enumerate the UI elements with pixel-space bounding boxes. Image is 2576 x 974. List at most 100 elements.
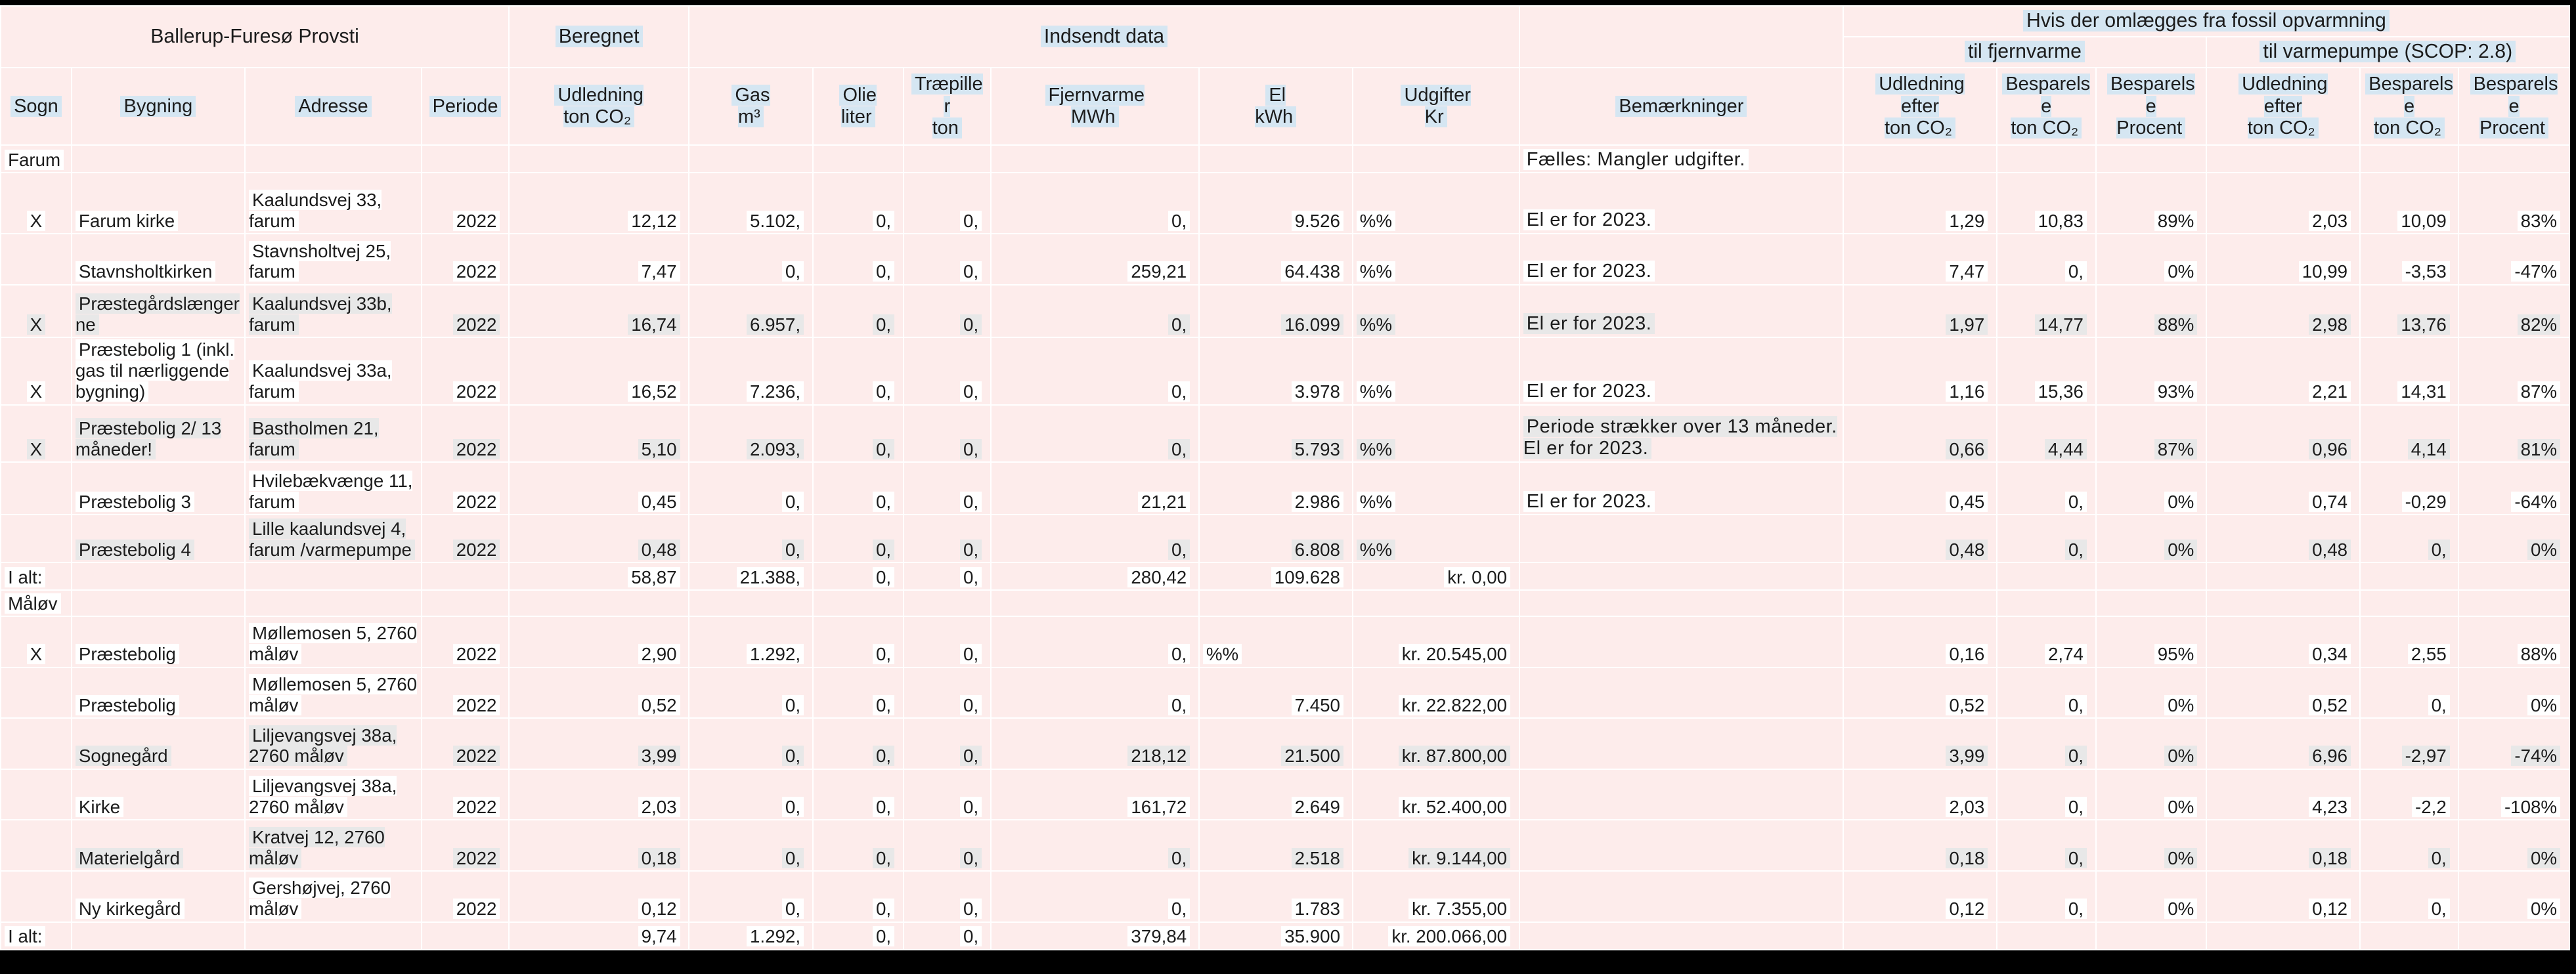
cell: 0, bbox=[813, 337, 903, 404]
cell bbox=[1, 820, 71, 870]
cell: 109.628 bbox=[1199, 562, 1352, 590]
cell-text: 0, bbox=[2064, 261, 2087, 282]
cell: 2022 bbox=[422, 667, 509, 718]
cell bbox=[904, 591, 990, 616]
cell: 0, bbox=[904, 871, 990, 921]
cell: 0, bbox=[991, 285, 1198, 337]
cell-text: 2022 bbox=[452, 694, 500, 715]
cell: %% bbox=[1353, 234, 1519, 284]
cell: 0, bbox=[689, 769, 812, 820]
cell: 0, bbox=[991, 820, 1198, 870]
cell: 218,12 bbox=[991, 719, 1198, 769]
cell bbox=[2360, 146, 2458, 173]
cell bbox=[2459, 591, 2569, 616]
cell: 6.957, bbox=[689, 285, 812, 337]
cell: 0,12 bbox=[2206, 871, 2359, 921]
cell: Bastholmen 21, farum bbox=[245, 405, 422, 462]
cell: 0, bbox=[1997, 515, 2095, 562]
cell-text: 0, bbox=[1168, 539, 1190, 560]
cell: %% bbox=[1353, 405, 1519, 462]
cell bbox=[510, 146, 689, 173]
cell-text: 280,42 bbox=[1127, 566, 1190, 587]
cell: kr. 0,00 bbox=[1353, 562, 1519, 590]
cell-text: 0% bbox=[2164, 261, 2198, 282]
cell-text: 0, bbox=[872, 847, 895, 868]
cell-text: %% bbox=[1356, 210, 1395, 231]
cell: kr. 87.800,00 bbox=[1353, 719, 1519, 769]
cell: 0, bbox=[1997, 871, 2095, 921]
cell: 0,96 bbox=[2206, 405, 2359, 462]
cell: Præstebolig 2/ 13 måneder! bbox=[72, 405, 244, 462]
total-row: I alt: 9,74 1.292, 0, 0, 379,84 35.900 kr. 200.… bbox=[1, 922, 2569, 949]
cell: 0, bbox=[904, 234, 990, 284]
cell-text: %% bbox=[1356, 261, 1395, 282]
cell: El er for 2023. bbox=[1519, 173, 1843, 234]
table-row: X Præstebolig 1 (inkl. gas til nærliggend… bbox=[1, 337, 2569, 404]
cell-text: 2,98 bbox=[2309, 314, 2351, 335]
band-row-top: Ballerup-Furesø Provsti Beregnet Indsend… bbox=[1, 6, 2569, 68]
cell: 0, bbox=[904, 173, 990, 234]
cell: Lille kaalundsvej 4, farum /varmepumpe bbox=[245, 515, 422, 562]
cell-text: 0, bbox=[960, 899, 982, 920]
cell bbox=[813, 146, 903, 173]
cell bbox=[1844, 922, 1996, 949]
cell: 0, bbox=[904, 719, 990, 769]
cell: 0, bbox=[813, 719, 903, 769]
cell: 0, bbox=[813, 405, 903, 462]
cell-text: kr. 52.400,00 bbox=[1398, 796, 1511, 817]
cell: 0, bbox=[813, 871, 903, 921]
col-header-fv-besparelse-ton: Besparels e ton CO₂ bbox=[1997, 68, 2095, 145]
cell-text: 0, bbox=[872, 899, 895, 920]
cell-text: 0, bbox=[872, 261, 895, 282]
cell: 0, bbox=[991, 405, 1198, 462]
cell: 0, bbox=[813, 234, 903, 284]
cell-text: 2.649 bbox=[1291, 796, 1344, 817]
cell-text: 5.102, bbox=[746, 210, 804, 231]
cell-text: 0, bbox=[2064, 899, 2087, 920]
cell-text: 93% bbox=[2154, 381, 2198, 402]
cell-text: 16,74 bbox=[628, 314, 680, 335]
cell-text: 0, bbox=[872, 438, 895, 459]
cell: Liljevangsvej 38a, 2760 måløv bbox=[245, 719, 422, 769]
cell: Sognegård bbox=[72, 719, 244, 769]
cell-text: Møllemosen 5, 2760 måløv bbox=[248, 673, 418, 715]
cell-text: Liljevangsvej 38a, 2760 måløv bbox=[248, 776, 397, 817]
cell-text: Bastholmen 21, farum bbox=[248, 417, 379, 459]
cell-text: %% bbox=[1356, 438, 1395, 459]
cell bbox=[1519, 667, 1843, 718]
cell: Materielgård bbox=[72, 820, 244, 870]
cell: 0% bbox=[2459, 667, 2569, 718]
cell: 0,34 bbox=[2206, 617, 2359, 667]
cell-text: 0, bbox=[872, 694, 895, 715]
cell: 0, bbox=[813, 285, 903, 337]
col-header-udledning: Udledning ton CO₂ bbox=[510, 68, 689, 145]
cell-text: -2,97 bbox=[2401, 746, 2450, 767]
cell-text: 2022 bbox=[452, 539, 500, 560]
cell bbox=[2459, 922, 2569, 949]
col-header-vp-besparelse-procent: Besparels e Procent bbox=[2459, 68, 2569, 145]
cell: 2,55 bbox=[2360, 617, 2458, 667]
cell: X bbox=[1, 405, 71, 462]
cell: 0, bbox=[813, 463, 903, 515]
cell bbox=[2459, 562, 2569, 590]
cell: Farum kirke bbox=[72, 173, 244, 234]
cell-text: 7,47 bbox=[1946, 261, 1988, 282]
cell bbox=[1519, 871, 1843, 921]
cell: kr. 200.066,00 bbox=[1353, 922, 1519, 949]
cell-text: 6,96 bbox=[2309, 746, 2351, 767]
cell: 95% bbox=[2096, 617, 2206, 667]
cell: Hvilebækvænge 11, farum bbox=[245, 463, 422, 515]
cell: 0, bbox=[813, 617, 903, 667]
cell: 0,52 bbox=[1844, 667, 1996, 718]
cell: 0, bbox=[1997, 719, 2095, 769]
cell: Præstebolig bbox=[72, 617, 244, 667]
cell: 21,21 bbox=[991, 463, 1198, 515]
cell-text: 0, bbox=[2064, 694, 2087, 715]
group-header-omlaegning: Hvis der omlægges fra fossil opvarmning bbox=[1844, 6, 2569, 36]
cell-text: 0, bbox=[872, 210, 895, 231]
cell: 0,16 bbox=[1844, 617, 1996, 667]
cell: 89% bbox=[2096, 173, 2206, 234]
cell: 0, bbox=[689, 719, 812, 769]
cell-text: kr. 22.822,00 bbox=[1398, 694, 1511, 715]
cell: 16.099 bbox=[1199, 285, 1352, 337]
